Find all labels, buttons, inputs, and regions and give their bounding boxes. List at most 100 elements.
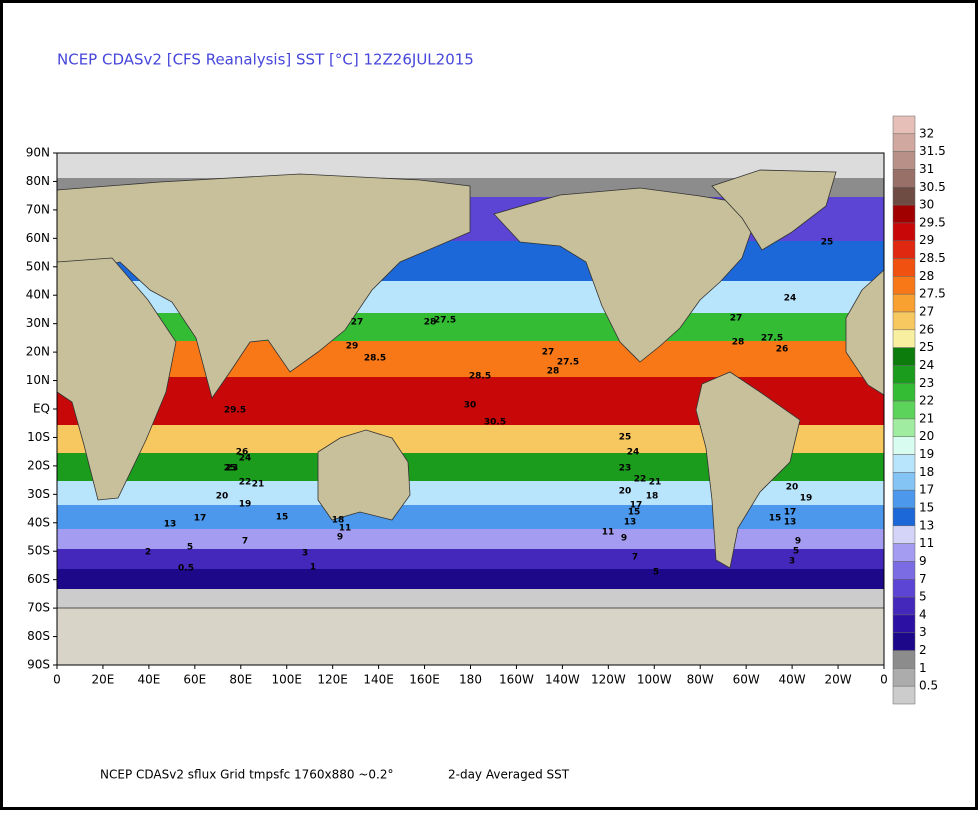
contour-label: 27 (351, 318, 364, 328)
ocean-band (57, 365, 884, 369)
contour-label: 27 (542, 348, 555, 358)
ocean-band (57, 269, 884, 273)
ocean-band (57, 337, 884, 341)
ocean-band (57, 193, 884, 197)
lat-label: 40S (27, 515, 50, 529)
colorbar-box (892, 668, 916, 687)
ocean-band (57, 557, 884, 561)
greenland (711, 169, 837, 251)
lon-label: 120E (317, 673, 348, 687)
colorbar-box (892, 596, 916, 616)
contour-label: 27.5 (557, 358, 579, 368)
colorbar-label: 28 (919, 269, 934, 283)
lat-label: 70N (26, 202, 50, 216)
contour-label: 17 (784, 508, 797, 518)
contour-label: 25 (224, 464, 237, 474)
ocean-band (57, 409, 884, 413)
contour-label: 24 (784, 294, 797, 304)
contour-label: 5 (187, 543, 193, 553)
colorbar-box (892, 240, 916, 259)
ocean-band (57, 561, 884, 565)
ocean-band (57, 425, 884, 429)
ocean-band (57, 457, 884, 461)
colorbar-label: 31 (919, 162, 934, 176)
colorbar: 3231.53130.53029.52928.52827.52726252423… (892, 115, 946, 705)
colorbar-label: 23 (919, 376, 934, 390)
colorbar-label: 2 (919, 643, 927, 657)
colorbar-label: 28.5 (919, 251, 946, 265)
colorbar-label: 1 (919, 661, 927, 675)
colorbar-box (892, 489, 916, 509)
contour-label: 28 (424, 318, 437, 328)
ocean-band (57, 489, 884, 493)
lon-label: 0 (53, 673, 61, 687)
ocean-band (57, 533, 884, 537)
colorbar-label: 26 (919, 322, 934, 336)
contour-label: 22 (239, 478, 252, 488)
ocean-band (57, 465, 884, 469)
colorbar-label: 27.5 (919, 287, 946, 301)
contour-label: 17 (194, 514, 207, 524)
colorbar-label: 20 (919, 429, 934, 443)
ocean-band (57, 541, 884, 545)
ocean-band (57, 501, 884, 505)
colorbar-box (892, 204, 916, 224)
ocean-band (57, 601, 884, 605)
colorbar-label: 9 (919, 554, 927, 568)
contour-label: 13 (784, 518, 797, 528)
ocean-band (57, 353, 884, 357)
contour-label: 20 (216, 492, 229, 502)
ocean-band (57, 225, 884, 229)
ocean-band (57, 433, 884, 437)
colorbar-box (892, 133, 916, 152)
ocean-band (57, 361, 884, 365)
colorbar-box (892, 525, 916, 544)
north-america (493, 187, 761, 363)
lon-label: 80E (229, 673, 252, 687)
ocean-band (57, 449, 884, 453)
colorbar-box (892, 632, 916, 651)
ocean-band (57, 257, 884, 261)
footer-left: NCEP CDASv2 sflux Grid tmpsfc 1760x880 ~… (100, 768, 394, 782)
contour-label: 13 (164, 520, 177, 530)
contour-label: 9 (337, 533, 343, 543)
lon-label: 60W (733, 673, 760, 687)
lat-label: 80N (26, 174, 50, 188)
contour-label: 19 (239, 500, 252, 510)
contour-label: 11 (602, 528, 615, 538)
land (56, 153, 885, 666)
ocean-band (57, 545, 884, 549)
ocean-band (57, 233, 884, 237)
ocean-band (57, 357, 884, 361)
ocean-band (57, 513, 884, 517)
contour-label: 28.5 (364, 354, 386, 364)
australia (317, 429, 411, 521)
colorbar-label: 29 (919, 233, 934, 247)
ocean-band (57, 413, 884, 417)
colorbar-box (892, 151, 916, 170)
ocean-band (57, 285, 884, 289)
ocean-band (57, 181, 884, 185)
ocean-band (57, 505, 884, 509)
ocean-band (57, 281, 884, 285)
contour-label: 2 (145, 548, 151, 558)
contour-label: 28.5 (469, 372, 491, 382)
ocean-band (57, 325, 884, 329)
ocean-band (57, 549, 884, 553)
lat-label: 40N (26, 288, 50, 302)
lat-label: EQ (33, 402, 50, 416)
colorbar-box (892, 222, 916, 241)
ocean-band (57, 237, 884, 241)
contour-label: 24 (627, 448, 640, 458)
colorbar-box (892, 579, 916, 598)
ocean-band (57, 377, 884, 381)
colorbar-box (892, 543, 916, 562)
lon-label: 140W (545, 673, 580, 687)
axes: 90N 80N 70N 60N 50N 40N 30N 20N 10N EQ 10S 20S 30S 40… (26, 146, 888, 687)
colorbar-label: 25 (919, 340, 934, 354)
ocean-band (57, 389, 884, 393)
contour-label: 7 (242, 537, 248, 547)
ocean-band (57, 521, 884, 525)
footer-right: 2-day Averaged SST (448, 768, 570, 782)
lon-label: 140E (363, 673, 394, 687)
